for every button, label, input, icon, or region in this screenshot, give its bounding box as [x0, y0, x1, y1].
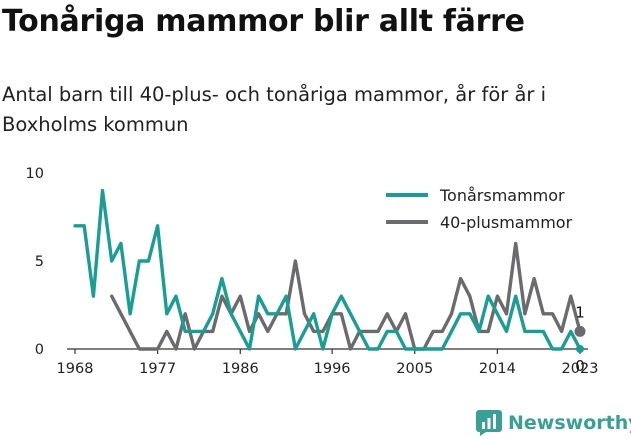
y-tick-label: 0	[35, 342, 44, 358]
end-point-tonarsmammor	[576, 345, 584, 353]
x-tick-label: 1996	[314, 361, 351, 377]
brand-name: Newsworthy	[508, 412, 631, 434]
x-tick-label: 2014	[479, 361, 516, 377]
x-tick-label: 1977	[139, 361, 176, 377]
legend-label: Tonårsmammor	[439, 186, 565, 205]
x-tick-label: 1986	[222, 361, 259, 377]
legend-label: 40-plusmammor	[440, 213, 573, 232]
y-tick-label: 5	[35, 254, 44, 270]
page-title: Tonåriga mammor blir allt färre	[2, 4, 525, 39]
end-point-40-plusmammor	[574, 325, 586, 337]
y-axis: 0 5 10	[26, 166, 44, 358]
series-line-40-plusmammor	[109, 241, 582, 351]
legend: Tonårsmammor 40-plusmammor	[386, 186, 573, 232]
x-tick-label: 1968	[57, 361, 94, 377]
newsworthy-logo: Newsworthy	[476, 407, 631, 439]
y-tick-label: 10	[26, 166, 44, 182]
x-tick-label: 2023	[562, 361, 599, 377]
series-line-tonarsmammor	[73, 188, 582, 351]
series-lines	[73, 188, 582, 351]
end-label-40-plusmammor: 1	[575, 303, 585, 321]
x-axis: 1968 1977 1986 1996 2005 2014 2023	[57, 349, 599, 377]
end-label-tonarsmammor: 0	[575, 357, 585, 375]
end-labels: 10	[574, 303, 586, 375]
page-subtitle: Antal barn till 40-plus- och tonåriga ma…	[2, 83, 547, 136]
x-tick-label: 2005	[396, 361, 433, 377]
bar-chart-icon	[476, 410, 502, 436]
